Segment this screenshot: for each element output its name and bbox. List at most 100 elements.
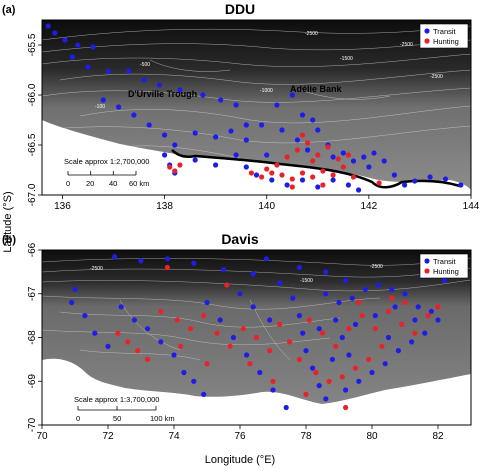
hunting-point — [340, 164, 346, 170]
transit-point — [299, 177, 306, 183]
hunting-point — [289, 184, 295, 190]
hunting-point — [145, 356, 151, 362]
transit-point — [191, 260, 197, 266]
hunting-point — [286, 339, 293, 345]
transit-point — [267, 317, 273, 323]
transit-point — [145, 326, 151, 332]
panel-a-y-tick-label: -66.0 — [27, 83, 38, 106]
panel-a-contour-label: -100 — [95, 104, 105, 110]
panel-b-points — [69, 254, 448, 411]
transit-point — [138, 258, 144, 264]
transit-point — [412, 317, 418, 323]
transit-point — [330, 177, 336, 183]
place-label-durville-trough: D'Urville Trough — [128, 89, 197, 99]
transit-point — [290, 295, 296, 301]
transit-point — [422, 330, 428, 336]
transit-point — [415, 304, 421, 310]
panel-b-title: Davis — [221, 231, 259, 247]
transit-point — [200, 92, 206, 98]
transit-point — [392, 304, 398, 310]
panel-a-map: -2500 -1500 -2500 -2500 -1000 -100 -500 … — [42, 20, 471, 195]
transit-point — [250, 271, 256, 277]
panel-b-scale-title: Scale approx 1:3,700,000 — [74, 395, 159, 404]
transit-point — [217, 317, 223, 323]
transit-point — [361, 154, 367, 160]
transit-point — [62, 37, 68, 43]
hunting-point — [247, 361, 253, 367]
hunting-point — [274, 162, 280, 168]
legend-transit-label: Transit — [433, 27, 457, 36]
legend-hunting-label: Hunting — [433, 267, 459, 276]
hunting-point — [270, 378, 276, 384]
transit-point — [201, 391, 207, 397]
panel-b-x-tick-label: 72 — [102, 431, 114, 442]
transit-point — [316, 326, 322, 332]
transit-point — [296, 264, 302, 271]
hunting-point — [313, 369, 319, 376]
transit-point — [162, 132, 168, 138]
transit-point — [162, 152, 168, 158]
panel-b-legend: Transit Hunting — [419, 253, 469, 279]
transit-point — [279, 127, 285, 133]
transit-point — [376, 282, 382, 288]
transit-point — [141, 77, 147, 83]
transit-point — [213, 162, 219, 168]
hunting-point — [289, 176, 295, 182]
transit-point — [333, 317, 339, 323]
hunting-point — [359, 313, 365, 319]
transit-point — [244, 352, 250, 358]
hunting-point — [167, 164, 173, 170]
transit-point — [330, 154, 336, 160]
transit-point — [296, 313, 302, 319]
transit-point — [257, 369, 263, 376]
transit-point — [315, 127, 321, 133]
transit-point — [45, 23, 51, 29]
panel-a-x-tick-label: 144 — [463, 201, 480, 212]
hunting-point — [372, 326, 378, 332]
panel-a-x-tick-label: 138 — [156, 201, 173, 212]
transit-point — [428, 308, 434, 314]
transit-point — [269, 177, 275, 183]
transit-point — [372, 313, 378, 319]
transit-point — [126, 68, 132, 74]
transit-point — [181, 369, 187, 376]
transit-point — [220, 267, 227, 273]
panel-a-scale-title: Scale approx 1:2,700,000 — [64, 157, 149, 166]
hunting-point — [319, 330, 326, 336]
hunting-point — [158, 308, 164, 314]
transit-point — [259, 122, 265, 128]
transit-point — [243, 137, 249, 143]
transit-point — [303, 348, 309, 354]
hunting-point — [350, 174, 357, 180]
hunting-point — [253, 334, 260, 341]
transit-point — [250, 304, 256, 310]
panel-b-land — [42, 358, 471, 425]
transit-point — [131, 317, 137, 323]
panel-a-frame — [41, 19, 472, 196]
hunting-point — [339, 374, 345, 380]
transit-point — [315, 184, 321, 190]
transit-point — [131, 112, 137, 118]
transit-point — [177, 87, 183, 93]
hunting-point — [299, 132, 306, 138]
panel-b-x-tick-label: 70 — [36, 431, 48, 442]
hunting-point — [325, 144, 331, 150]
transit-point — [329, 356, 335, 362]
transit-point — [369, 369, 375, 376]
hunting-point — [267, 348, 273, 354]
hunting-point — [320, 168, 326, 174]
panel-a-contour-label: -2500 — [430, 74, 443, 80]
transit-point — [402, 291, 408, 297]
hunting-point — [306, 317, 312, 323]
panel-b-contour-label: -2500 — [370, 264, 383, 270]
transit-point — [105, 343, 111, 349]
hunting-point — [294, 147, 300, 153]
transit-point — [352, 321, 359, 327]
panel-a-scale-tick: 20 — [86, 179, 94, 188]
transit-point — [339, 334, 345, 341]
panel-a-legend: Transit Hunting — [419, 23, 469, 49]
hunting-point — [385, 308, 392, 314]
transit-point — [204, 299, 210, 306]
hunting-point — [379, 343, 385, 349]
panel-a-y-tick-label: -65.5 — [27, 33, 38, 56]
